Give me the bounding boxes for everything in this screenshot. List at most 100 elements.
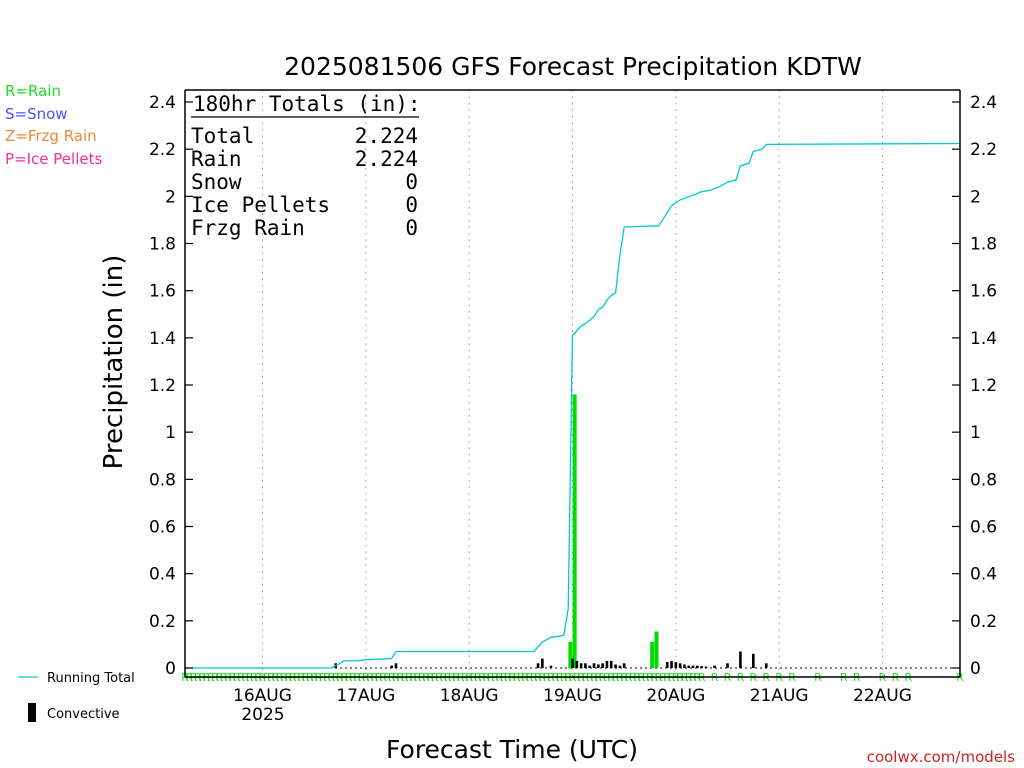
y-tick-label-right: 0.4 [970,565,997,585]
y-tick-label-right: 1 [970,423,981,443]
y-tick-label-right: 0.8 [970,470,997,490]
convective-bar-12 [597,664,600,668]
y-tick-label-right: 2.2 [970,140,997,160]
y-tick-label-left: 1.4 [149,329,176,349]
y-axis-label: Precipitation (in) [99,255,129,470]
convective-bar-6 [571,658,574,668]
convective-bar-7 [575,660,579,668]
x-tick-label-17aug: 17AUG [336,686,395,706]
convective-bar-30 [726,663,729,668]
convective-bar-28 [704,666,708,668]
convective-bar-22 [678,663,682,668]
y-tick-label-right: 1.4 [970,329,997,349]
convective-bar-1 [390,665,393,668]
convective-bar-13 [601,663,604,668]
convective-bar-33 [764,663,768,668]
type-legend-ice-pellets: P=Ice Pellets [5,150,102,168]
y-tick-label-right: 0.6 [970,518,997,538]
convective-bar-3 [536,663,540,668]
convective-bar-24 [687,665,691,668]
type-legend-snow: S=Snow [5,105,68,123]
precip-type-marker: R [956,671,964,684]
y-tick-label-left: 1.2 [149,376,176,396]
y-tick-label-left: 0.4 [149,565,176,585]
y-tick-label-right: 1.8 [970,235,997,255]
convective-legend-swatch [28,703,36,722]
y-tick-label-left: 2 [165,187,176,207]
convective-bar-21 [674,662,678,668]
convective-bar-18 [622,663,626,668]
x-tick-label-19aug: 19AUG [543,686,602,706]
convective-bar-29 [713,665,716,668]
y-tick-label-left: 1.6 [149,282,176,302]
convective-bar-16 [614,664,617,668]
x-tick-label-21aug: 21AUG [750,686,809,706]
totals-label-frzg-rain: Frzg Rain [191,216,305,240]
x-axis-ticks: 16AUG 17AUG 18AUG 19AUG 20AUG 21AUG 22AUG [233,686,912,706]
x-year-label: 2025 [241,705,284,725]
totals-value-rain: 2.224 [355,147,418,171]
convective-bar-14 [605,660,609,668]
convective-bar-4 [541,658,544,668]
type-legend-rain: R=Rain [5,82,61,100]
site-credit: coolwx.com/models [867,748,1015,766]
convective-bar-27 [700,666,703,668]
y-tick-label-right: 0 [970,659,981,679]
y-tick-label-right: 0.2 [970,612,997,632]
convective-legend-label: Convective [47,707,120,722]
gridlines [185,90,960,677]
series-legend: Running Total Convective [18,671,135,722]
totals-label-rain: Rain [191,147,242,171]
convective-bar-31 [739,651,742,668]
y-tick-label-left: 0.8 [149,470,176,490]
totals-value-total: 2.224 [355,124,418,148]
totals-value-ice-pellets: 0 [405,193,418,217]
running-total-line [185,142,961,669]
x-tick-label-18aug: 18AUG [440,686,499,706]
convective-bar-9 [584,663,587,668]
y-tick-label-right: 2 [970,187,981,207]
convective-bar-32 [752,653,755,668]
x-tick-label-22aug: 22AUG [853,686,912,706]
totals-label-total: Total [191,124,254,148]
totals-label-ice-pellets: Ice Pellets [191,193,330,217]
rain-bar-3 [654,631,659,668]
type-legend: R=Rain S=Snow Z=Frzg Rain P=Ice Pellets [5,82,102,168]
convective-bar-2 [394,663,398,668]
convective-bar-19 [665,662,669,668]
convective-bar-5 [549,665,553,668]
convective-bar-11 [592,663,596,668]
x-axis-label: Forecast Time (UTC) [386,735,638,764]
running-total-legend-label: Running Total [47,671,135,686]
y-tick-label-right: 2.4 [970,93,997,113]
convective-bar-8 [579,663,583,668]
totals-header: 180hr Totals (in): [193,92,421,116]
type-legend-freezing-rain: Z=Frzg Rain [5,127,97,145]
totals-box: 180hr Totals (in): Total 2.224 Rain 2.224 Sn… [191,92,421,240]
precip-bars [334,394,768,668]
y-tick-label-right: 1.6 [970,282,997,302]
y-tick-label-left: 2.2 [149,140,176,160]
convective-bar-23 [683,664,686,668]
chart-title: 2025081506 GFS Forecast Precipitation KD… [284,52,862,81]
y-tick-label-left: 0.2 [149,612,176,632]
y-tick-label-left: 1.8 [149,235,176,255]
y-axis-ticks: 0 00.2 0.20.4 0.40.6 0.60.8 0.81 11.2 1.21.4 1.4… [149,93,997,679]
rain-bar-1 [572,394,577,668]
y-tick-label-left: 1 [165,423,176,443]
totals-value-frzg-rain: 0 [405,216,418,240]
convective-bar-26 [696,665,699,668]
y-tick-label-left: 0 [165,659,176,679]
x-tick-label-20aug: 20AUG [646,686,705,706]
plot-frame [184,89,961,678]
running-total-series [185,142,961,669]
convective-bar-25 [691,665,695,668]
y-tick-label-left: 0.6 [149,518,176,538]
totals-label-snow: Snow [191,170,242,194]
convective-bar-10 [588,665,592,668]
x-tick-label-16aug: 16AUG [233,686,292,706]
rain-bar-0 [568,642,573,668]
y-tick-label-right: 1.2 [970,376,997,396]
convective-bar-15 [609,660,613,668]
